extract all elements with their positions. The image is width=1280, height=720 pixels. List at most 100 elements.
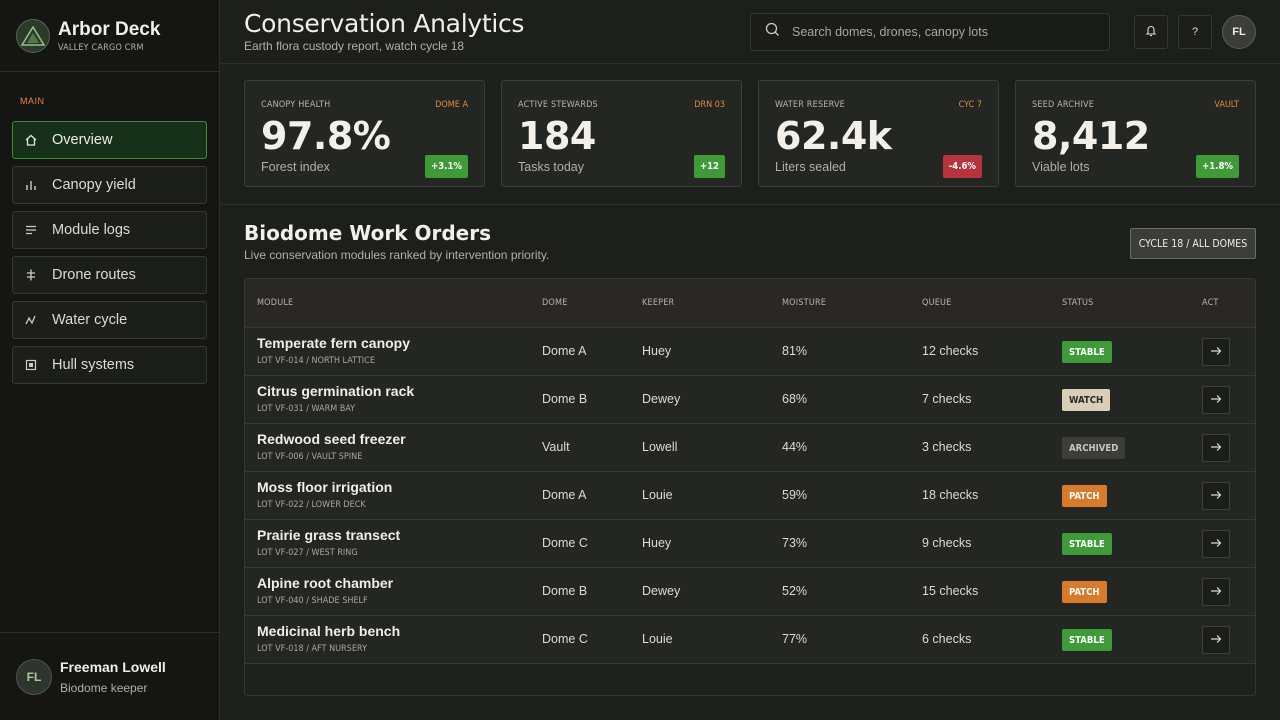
sidebar-item-module-logs[interactable]: Module logs [12, 211, 207, 249]
kpi-card-seed-archive: SEED ARCHIVE VAULT 8,412 Viable lots +1.… [1015, 80, 1256, 187]
kpi-tag: VAULT [1214, 100, 1239, 110]
help-label: ? [1191, 26, 1199, 38]
kpi-note: Viable lots [1032, 160, 1090, 174]
arrow-right-icon [1210, 631, 1222, 649]
sidebar-nav: Overview Canopy yield Module logs Drone … [12, 121, 207, 391]
sidebar: Arbor Deck VALLEY CARGO CRM MAIN Overvie… [0, 0, 220, 720]
kpi-value: 8,412 [1032, 114, 1150, 158]
sidebar-item-canopy-yield[interactable]: Canopy yield [12, 166, 207, 204]
kpi-value: 184 [518, 114, 596, 158]
sidebar-item-hull-systems[interactable]: Hull systems [12, 346, 207, 384]
column-header-module[interactable]: MODULE [257, 298, 294, 308]
kpi-note: Liters sealed [775, 160, 846, 174]
table-row[interactable]: Medicinal herb bench LOT VF-018 / AFT NU… [245, 616, 1255, 664]
dome-cell: Dome B [542, 392, 588, 406]
section-subtitle: Live conservation modules ranked by inte… [244, 248, 550, 262]
table-row[interactable]: Citrus germination rack LOT VF-031 / WAR… [245, 376, 1255, 424]
kpi-delta-badge: +1.8% [1196, 155, 1239, 178]
list-icon [24, 223, 38, 237]
table-header: MODULE DOME KEEPER MOISTURE QUEUE STATUS… [245, 279, 1255, 328]
status-badge: ARCHIVED [1062, 437, 1126, 459]
kpi-delta-badge: +3.1% [425, 155, 468, 178]
sidebar-item-water-cycle[interactable]: Water cycle [12, 301, 207, 339]
moisture-cell: 52% [782, 584, 808, 598]
keeper-cell: Dewey [642, 584, 681, 598]
table-row[interactable]: Redwood seed freezer LOT VF-006 / VAULT … [245, 424, 1255, 472]
dome-cell: Dome A [542, 344, 587, 358]
chip-icon [24, 358, 38, 372]
user-profile[interactable]: FL Freeman Lowell Biodome keeper [0, 632, 220, 720]
kpi-label: SEED ARCHIVE [1032, 100, 1095, 110]
kpi-row: CANOPY HEALTH DOME A 97.8% Forest index … [244, 80, 1256, 187]
sidebar-item-drone-routes[interactable]: Drone routes [12, 256, 207, 294]
status-badge: PATCH [1062, 581, 1107, 603]
sidebar-item-label: Overview [52, 132, 113, 148]
module-lot: LOT VF-022 / LOWER DECK [257, 500, 366, 510]
module-lot: LOT VF-027 / WEST RING [257, 548, 358, 558]
bell-icon [1145, 24, 1157, 40]
open-row-button[interactable] [1202, 530, 1230, 558]
table-row[interactable]: Moss floor irrigation LOT VF-022 / LOWER… [245, 472, 1255, 520]
open-row-button[interactable] [1202, 338, 1230, 366]
arrow-right-icon [1210, 535, 1222, 553]
column-header-dome[interactable]: DOME [542, 298, 568, 308]
queue-cell: 12 checks [922, 344, 979, 358]
page-subtitle: Earth flora custody report, watch cycle … [244, 39, 465, 53]
kpi-delta-badge: -4.6% [942, 155, 982, 178]
sidebar-item-label: Canopy yield [52, 177, 136, 193]
status-badge: STABLE [1062, 341, 1112, 363]
queue-cell: 18 checks [922, 488, 979, 502]
keeper-cell: Dewey [642, 392, 681, 406]
work-orders-table: MODULE DOME KEEPER MOISTURE QUEUE STATUS… [244, 278, 1256, 696]
search-box [750, 13, 1110, 51]
header-avatar[interactable]: FL [1222, 15, 1256, 49]
kpi-card-canopy-health: CANOPY HEALTH DOME A 97.8% Forest index … [244, 80, 485, 187]
dome-cell: Vault [542, 440, 570, 454]
queue-cell: 6 checks [922, 632, 972, 646]
header: Conservation Analytics Earth flora custo… [220, 0, 1280, 64]
section-title: Biodome Work Orders [244, 221, 491, 245]
search-input[interactable] [792, 25, 1092, 39]
home-icon [24, 133, 38, 147]
column-header-keeper[interactable]: KEEPER [642, 298, 675, 308]
table-row[interactable]: Temperate fern canopy LOT VF-014 / NORTH… [245, 328, 1255, 376]
kpi-note: Forest index [261, 160, 330, 174]
kpi-tag: CYC 7 [958, 100, 982, 110]
moisture-cell: 68% [782, 392, 808, 406]
cycle-filter-button[interactable]: CYCLE 18 / ALL DOMES [1130, 228, 1256, 259]
queue-cell: 7 checks [922, 392, 972, 406]
moisture-cell: 77% [782, 632, 808, 646]
table-row[interactable]: Alpine root chamber LOT VF-040 / SHADE S… [245, 568, 1255, 616]
open-row-button[interactable] [1202, 386, 1230, 414]
route-icon [24, 268, 38, 282]
kpi-tag: DRN 03 [694, 100, 725, 110]
column-header-moisture[interactable]: MOISTURE [782, 298, 827, 308]
module-name: Citrus germination rack [257, 383, 415, 399]
kpi-card-active-stewards: ACTIVE STEWARDS DRN 03 184 Tasks today +… [501, 80, 742, 187]
moisture-cell: 44% [782, 440, 808, 454]
column-header-queue[interactable]: QUEUE [922, 298, 952, 308]
moisture-cell: 73% [782, 536, 808, 550]
help-button[interactable]: ? [1178, 15, 1212, 49]
kpi-note: Tasks today [518, 160, 585, 174]
moisture-cell: 59% [782, 488, 808, 502]
open-row-button[interactable] [1202, 434, 1230, 462]
column-header-status[interactable]: STATUS [1062, 298, 1094, 308]
sidebar-item-overview[interactable]: Overview [12, 121, 207, 159]
dome-cell: Dome C [542, 536, 588, 550]
arrow-right-icon [1210, 343, 1222, 361]
keeper-cell: Huey [642, 344, 672, 358]
table-row[interactable]: Prairie grass transect LOT VF-027 / WEST… [245, 520, 1255, 568]
brand: Arbor Deck VALLEY CARGO CRM [0, 0, 219, 72]
pulse-icon [24, 313, 38, 327]
module-lot: LOT VF-014 / NORTH LATTICE [257, 356, 375, 366]
open-row-button[interactable] [1202, 626, 1230, 654]
module-lot: LOT VF-006 / VAULT SPINE [257, 452, 363, 462]
notifications-button[interactable] [1134, 15, 1168, 49]
kpi-label: ACTIVE STEWARDS [518, 100, 598, 110]
sidebar-item-label: Drone routes [52, 267, 136, 283]
keeper-cell: Huey [642, 536, 672, 550]
open-row-button[interactable] [1202, 482, 1230, 510]
open-row-button[interactable] [1202, 578, 1230, 606]
page-title: Conservation Analytics [244, 9, 525, 38]
